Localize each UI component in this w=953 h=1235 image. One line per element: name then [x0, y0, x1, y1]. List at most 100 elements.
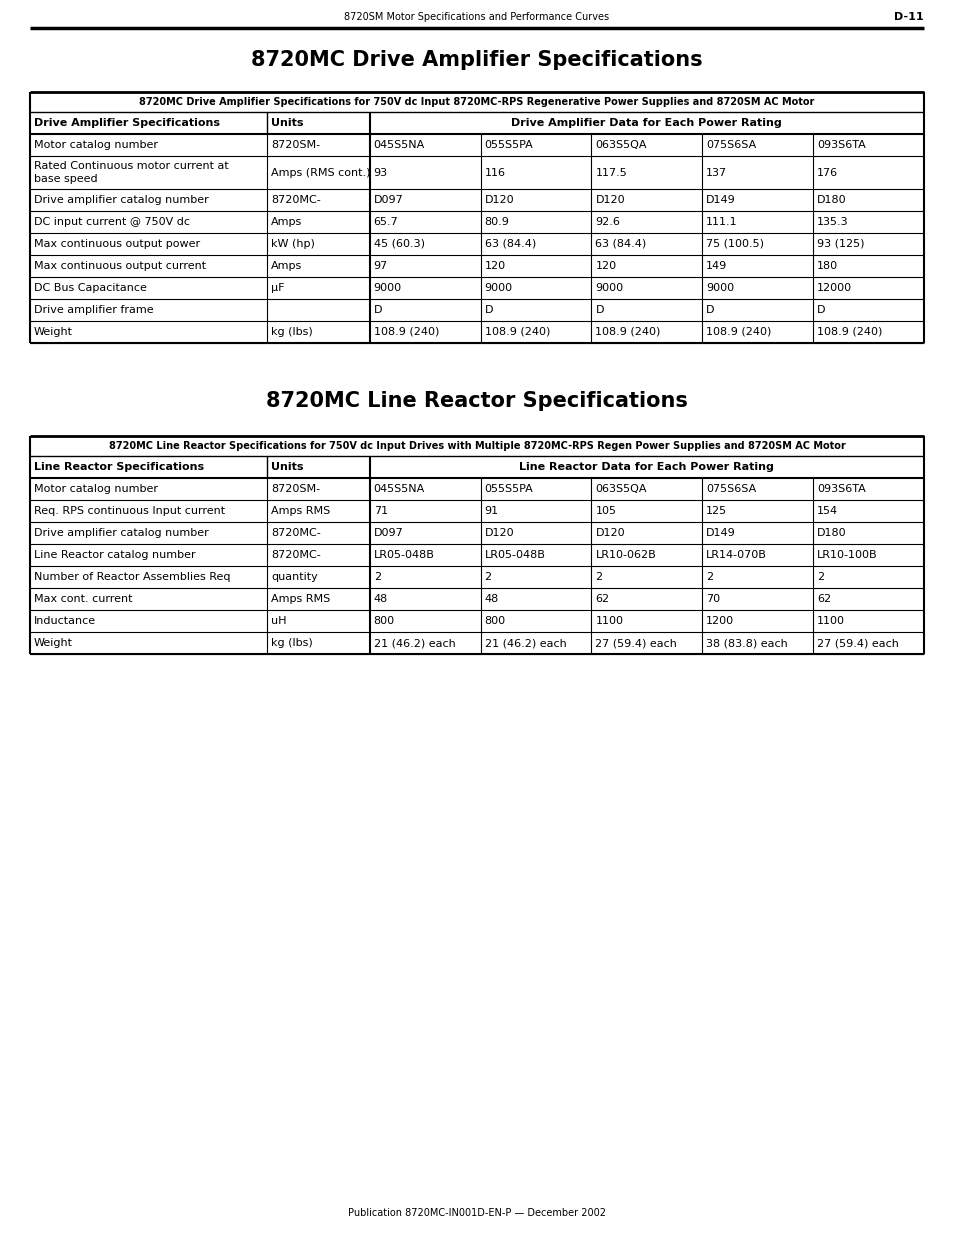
Text: Amps: Amps: [271, 217, 302, 227]
Text: 12000: 12000: [817, 283, 851, 293]
Text: 75 (100.5): 75 (100.5): [705, 240, 763, 249]
Text: 108.9 (240): 108.9 (240): [595, 327, 660, 337]
Text: LR05-048B: LR05-048B: [484, 550, 545, 559]
Text: kg (lbs): kg (lbs): [271, 638, 313, 648]
Text: 8720MC Drive Amplifier Specifications: 8720MC Drive Amplifier Specifications: [251, 49, 702, 70]
Text: 063S5QA: 063S5QA: [595, 484, 646, 494]
Text: 1200: 1200: [705, 616, 734, 626]
Text: 2: 2: [484, 572, 491, 582]
Text: Units: Units: [271, 119, 303, 128]
Text: LR10-062B: LR10-062B: [595, 550, 656, 559]
Text: D: D: [705, 305, 714, 315]
Text: 91: 91: [484, 506, 498, 516]
Text: 8720SM Motor Specifications and Performance Curves: 8720SM Motor Specifications and Performa…: [344, 12, 609, 22]
Text: 075S6SA: 075S6SA: [705, 484, 756, 494]
Text: Drive Amplifier Specifications: Drive Amplifier Specifications: [34, 119, 220, 128]
Text: Amps RMS: Amps RMS: [271, 506, 330, 516]
Text: 62: 62: [817, 594, 830, 604]
Text: 65.7: 65.7: [374, 217, 398, 227]
Text: Drive amplifier frame: Drive amplifier frame: [34, 305, 153, 315]
Text: Drive Amplifier Data for Each Power Rating: Drive Amplifier Data for Each Power Rati…: [511, 119, 781, 128]
Text: 105: 105: [595, 506, 616, 516]
Text: 8720MC-: 8720MC-: [271, 195, 320, 205]
Text: 9000: 9000: [595, 283, 623, 293]
Text: 70: 70: [705, 594, 720, 604]
Text: DC input current @ 750V dc: DC input current @ 750V dc: [34, 217, 190, 227]
Text: 108.9 (240): 108.9 (240): [705, 327, 771, 337]
Text: 2: 2: [595, 572, 602, 582]
Text: D120: D120: [484, 529, 514, 538]
Text: 8720SM-: 8720SM-: [271, 484, 319, 494]
Text: 120: 120: [484, 261, 505, 270]
Text: 27 (59.4) each: 27 (59.4) each: [595, 638, 677, 648]
Text: D: D: [595, 305, 603, 315]
Text: D180: D180: [817, 529, 846, 538]
Text: μF: μF: [271, 283, 284, 293]
Text: LR10-100B: LR10-100B: [817, 550, 877, 559]
Text: 120: 120: [595, 261, 616, 270]
Text: 8720MC-: 8720MC-: [271, 529, 320, 538]
Text: 45 (60.3): 45 (60.3): [374, 240, 424, 249]
Text: 8720MC-: 8720MC-: [271, 550, 320, 559]
Text: 21 (46.2) each: 21 (46.2) each: [374, 638, 455, 648]
Text: kg (lbs): kg (lbs): [271, 327, 313, 337]
Text: 075S6SA: 075S6SA: [705, 140, 756, 149]
Text: 154: 154: [817, 506, 838, 516]
Text: Amps RMS: Amps RMS: [271, 594, 330, 604]
Text: D120: D120: [595, 195, 624, 205]
Text: 8720MC Drive Amplifier Specifications for 750V dc Input 8720MC-RPS Regenerative : 8720MC Drive Amplifier Specifications fo…: [139, 98, 814, 107]
Text: 055S5PA: 055S5PA: [484, 140, 533, 149]
Text: 2: 2: [705, 572, 713, 582]
Text: 800: 800: [484, 616, 505, 626]
Text: 135.3: 135.3: [817, 217, 848, 227]
Text: kW (hp): kW (hp): [271, 240, 314, 249]
Text: D: D: [484, 305, 493, 315]
Text: Max cont. current: Max cont. current: [34, 594, 132, 604]
Text: Publication 8720MC-IN001D-EN-P — December 2002: Publication 8720MC-IN001D-EN-P — Decembe…: [348, 1208, 605, 1218]
Text: 176: 176: [817, 168, 838, 178]
Text: D: D: [817, 305, 824, 315]
Text: 93: 93: [374, 168, 388, 178]
Text: Amps: Amps: [271, 261, 302, 270]
Text: 63 (84.4): 63 (84.4): [484, 240, 536, 249]
Text: 116: 116: [484, 168, 505, 178]
Text: Weight: Weight: [34, 327, 73, 337]
Text: 108.9 (240): 108.9 (240): [484, 327, 549, 337]
Text: 093S6TA: 093S6TA: [817, 484, 865, 494]
Text: 093S6TA: 093S6TA: [817, 140, 865, 149]
Text: 48: 48: [374, 594, 388, 604]
Text: 92.6: 92.6: [595, 217, 619, 227]
Text: Max continuous output power: Max continuous output power: [34, 240, 200, 249]
Text: 137: 137: [705, 168, 726, 178]
Text: 9000: 9000: [484, 283, 512, 293]
Text: Max continuous output current: Max continuous output current: [34, 261, 206, 270]
Text: uH: uH: [271, 616, 286, 626]
Text: 108.9 (240): 108.9 (240): [374, 327, 438, 337]
Text: 2: 2: [817, 572, 823, 582]
Text: D149: D149: [705, 195, 736, 205]
Text: LR05-048B: LR05-048B: [374, 550, 435, 559]
Text: Line Reactor catalog number: Line Reactor catalog number: [34, 550, 195, 559]
Text: 63 (84.4): 63 (84.4): [595, 240, 646, 249]
Text: 21 (46.2) each: 21 (46.2) each: [484, 638, 566, 648]
Text: Drive amplifier catalog number: Drive amplifier catalog number: [34, 195, 209, 205]
Text: 8720MC Line Reactor Specifications: 8720MC Line Reactor Specifications: [266, 391, 687, 411]
Text: 800: 800: [374, 616, 395, 626]
Text: Line Reactor Specifications: Line Reactor Specifications: [34, 462, 204, 472]
Text: Number of Reactor Assemblies Req: Number of Reactor Assemblies Req: [34, 572, 231, 582]
Text: Amps (RMS cont.): Amps (RMS cont.): [271, 168, 370, 178]
Text: 117.5: 117.5: [595, 168, 626, 178]
Text: 063S5QA: 063S5QA: [595, 140, 646, 149]
Text: Inductance: Inductance: [34, 616, 96, 626]
Text: 055S5PA: 055S5PA: [484, 484, 533, 494]
Text: 9000: 9000: [374, 283, 401, 293]
Text: 62: 62: [595, 594, 609, 604]
Text: D: D: [374, 305, 382, 315]
Text: Motor catalog number: Motor catalog number: [34, 484, 158, 494]
Text: 9000: 9000: [705, 283, 734, 293]
Text: 108.9 (240): 108.9 (240): [817, 327, 882, 337]
Text: 48: 48: [484, 594, 498, 604]
Text: 27 (59.4) each: 27 (59.4) each: [817, 638, 898, 648]
Text: Rated Continuous motor current at
base speed: Rated Continuous motor current at base s…: [34, 162, 229, 184]
Text: 97: 97: [374, 261, 388, 270]
